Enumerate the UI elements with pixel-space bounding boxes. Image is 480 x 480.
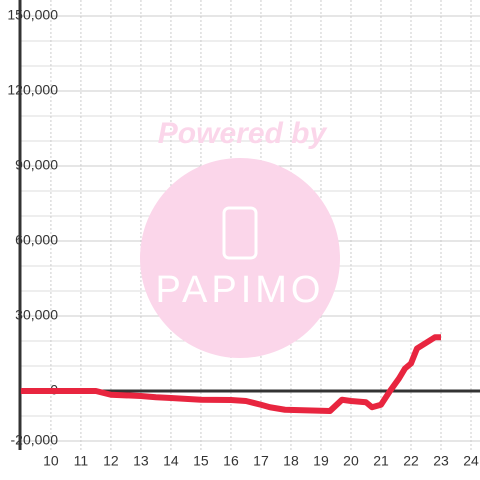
x-tick-label: 16 xyxy=(223,453,239,469)
x-tick-label: 12 xyxy=(103,453,119,469)
data-line xyxy=(20,334,441,414)
watermark-bottom: PAPIMO xyxy=(156,269,325,311)
watermark: Powered by PAPIMO xyxy=(140,117,340,358)
x-tick-label: 14 xyxy=(163,453,179,469)
x-tick-label: 10 xyxy=(43,453,59,469)
x-tick-label: 23 xyxy=(433,453,449,469)
y-tick-label: 120,000 xyxy=(7,82,58,98)
x-tick-label: 18 xyxy=(283,453,299,469)
x-tick-label: 22 xyxy=(403,453,419,469)
y-tick-label: 60,000 xyxy=(15,232,58,248)
y-tick-label: 90,000 xyxy=(15,157,58,173)
x-tick-label: 15 xyxy=(193,453,209,469)
y-tick-label: 150,000 xyxy=(7,7,58,23)
x-tick-label: 13 xyxy=(133,453,149,469)
watermark-top: Powered by xyxy=(158,117,328,150)
y-tick-label: -20,000 xyxy=(11,432,59,448)
x-tick-label: 11 xyxy=(74,453,89,469)
x-tick-label: 19 xyxy=(313,453,329,469)
x-tick-label: 17 xyxy=(253,453,269,469)
y-tick-label: 30,000 xyxy=(15,307,58,323)
x-tick-label: 24 xyxy=(463,453,479,469)
x-tick-label: 21 xyxy=(373,453,389,469)
x-tick-label: 20 xyxy=(343,453,359,469)
watermark-phone xyxy=(222,206,258,260)
